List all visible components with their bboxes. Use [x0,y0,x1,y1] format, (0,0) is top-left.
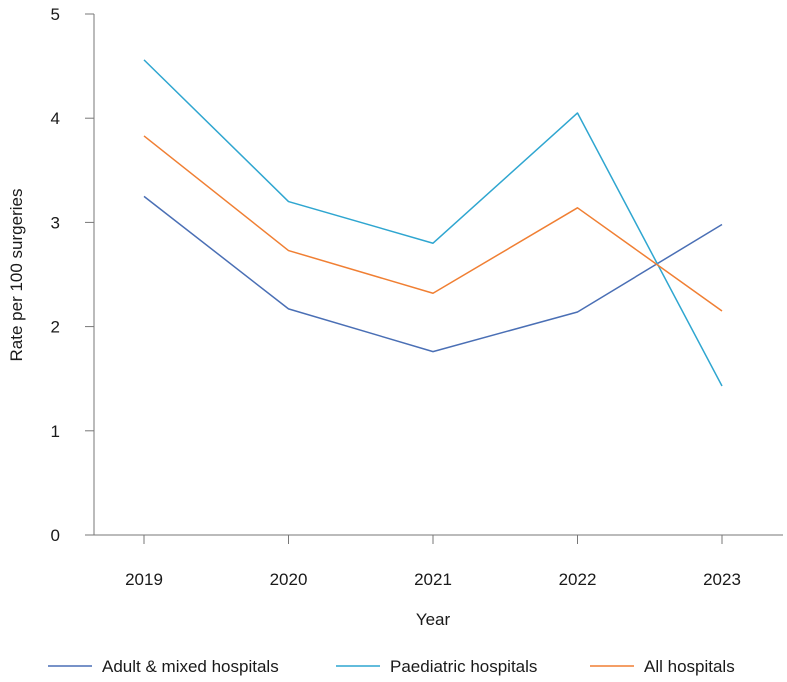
legend-label: Paediatric hospitals [390,657,537,676]
y-axis-title: Rate per 100 surgeries [7,189,26,362]
y-ticks: 0 1 2 3 4 5 [51,5,94,545]
y-tick-label: 2 [51,318,60,337]
y-tick-label: 1 [51,422,60,441]
y-tick-label: 3 [51,213,60,232]
axes [93,14,783,536]
series-line-adult-mixed-hospitals [143,195,723,353]
legend-label: All hospitals [644,657,735,676]
series-lines [143,59,723,387]
x-axis-title: Year [416,610,451,629]
x-tick-label: 2019 [125,570,163,589]
legend-label: Adult & mixed hospitals [102,657,279,676]
y-tick-label: 5 [51,5,60,24]
legend: Adult & mixed hospitals Paediatric hospit… [48,657,735,676]
x-ticks: 2019 2020 2021 2022 2023 [125,535,741,589]
x-tick-label: 2022 [559,570,597,589]
x-tick-label: 2023 [703,570,741,589]
series-line-all-hospitals [143,135,723,312]
y-tick-label: 4 [51,109,60,128]
y-tick-label: 0 [51,526,60,545]
x-tick-label: 2020 [270,570,308,589]
x-tick-label: 2021 [414,570,452,589]
series-line-paediatric-hospitals [143,59,723,387]
